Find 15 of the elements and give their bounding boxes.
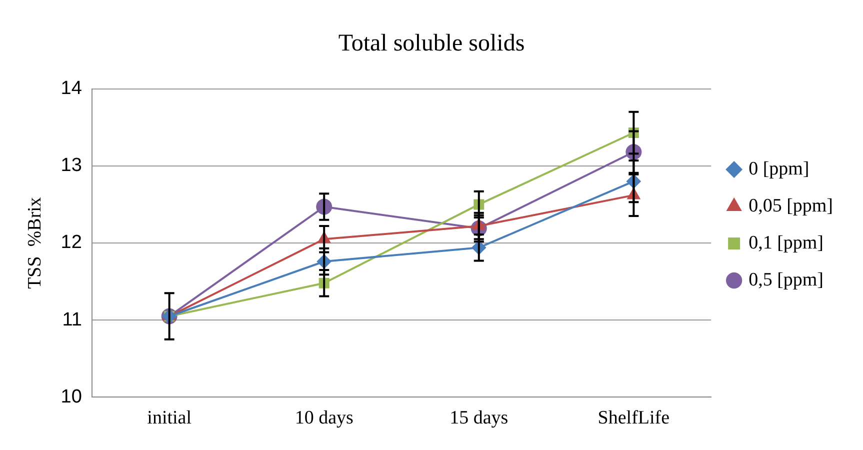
legend-label: 0,1 [ppm] [748,232,824,254]
legend-label: 0 [ppm] [748,158,810,180]
y-tick-label: 13 [60,155,82,176]
legend-label: 0,05 [ppm] [748,195,834,216]
x-tick-label: 15 days [450,408,508,429]
y-tick-label: 12 [60,232,82,254]
x-tick-label: ShelfLife [598,408,670,429]
x-tick-label: initial [147,408,192,429]
legend-label: 0,5 [ppm] [748,269,824,290]
y-tick-label: 14 [60,78,82,100]
chart-title: Total soluble solids [338,30,525,57]
x-tick-label: 10 days [294,408,354,429]
y-axis-title: TSS %Brix [24,196,46,289]
y-tick-label: 11 [62,309,82,330]
y-tick-label: 10 [60,386,82,408]
